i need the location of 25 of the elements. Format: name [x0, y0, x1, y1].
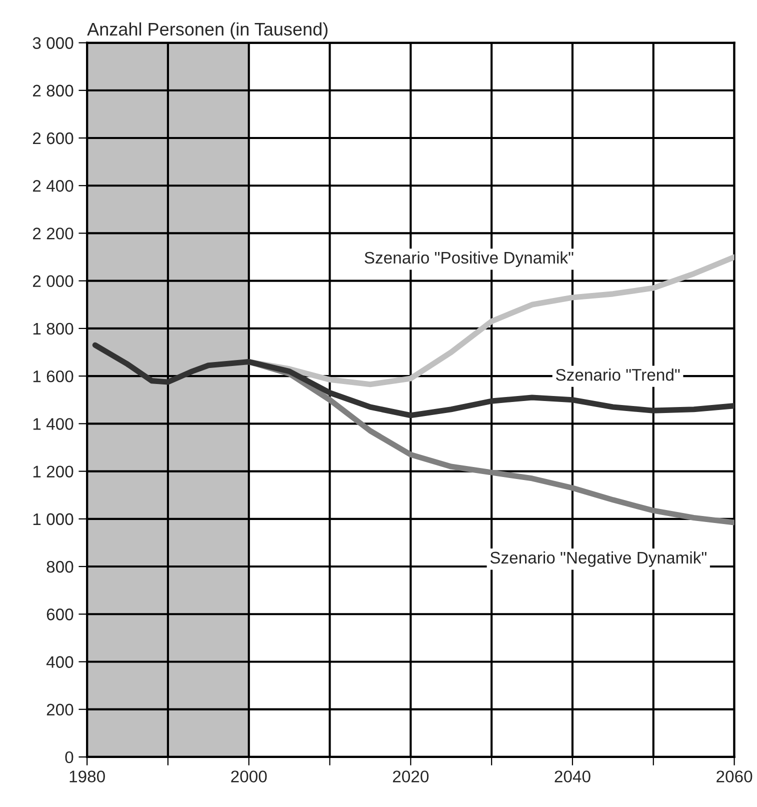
y-tick-label: 200 [46, 704, 74, 716]
y-tick-label: 2 400 [32, 180, 74, 192]
x-tick-label: 1980 [70, 770, 105, 782]
y-tick-label: 800 [46, 560, 74, 573]
y-tick-label: 2 000 [32, 275, 74, 288]
x-tick-label: 2000 [231, 770, 267, 782]
series-label: Szenario "Positive Dynamik" [364, 251, 574, 267]
y-tick-label: 1 400 [33, 418, 74, 430]
y-tick-label: 400 [46, 656, 74, 668]
y-tick-label: 2 200 [32, 228, 74, 240]
series-label: Szenario "Negative Dynamik" [490, 551, 706, 567]
y-tick-label: 3 000 [32, 37, 74, 49]
x-tick-label: 2020 [392, 770, 429, 782]
series-label: Szenario "Trend" [556, 368, 680, 381]
x-tick-label: 2060 [716, 770, 752, 782]
y-tick-label: 1 600 [33, 370, 74, 382]
y-axis-title: Anzahl Personen (in Tausend) [87, 22, 328, 40]
y-tick-label: 1 000 [33, 513, 74, 526]
y-tick-label: 1 200 [33, 466, 74, 478]
y-tick-label: 0 [65, 751, 74, 764]
y-tick-label: 2 600 [32, 132, 74, 144]
y-tick-label: 1 800 [33, 322, 74, 335]
y-tick-label: 2 800 [32, 84, 74, 97]
x-tick-label: 2040 [554, 770, 590, 782]
y-tick-label: 600 [46, 608, 74, 620]
